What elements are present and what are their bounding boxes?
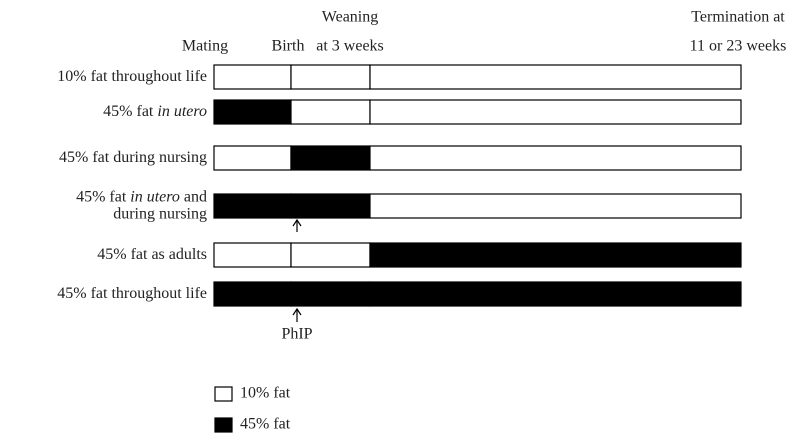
arrows — [292, 218, 302, 322]
header-label: Mating — [182, 38, 228, 55]
period-segment — [290, 145, 371, 171]
arrow-head — [292, 218, 302, 227]
period-segment — [290, 281, 371, 307]
period-segment — [290, 242, 371, 268]
period-segment — [213, 64, 292, 90]
period-segment — [369, 193, 742, 219]
label-part: 45% fat — [103, 103, 157, 120]
row-label: 10% fat throughout life — [57, 68, 207, 85]
label-part: and — [180, 188, 207, 205]
period-segment — [213, 193, 292, 219]
header-label: Termination at — [691, 9, 785, 26]
label-part: 45% fat as adults — [97, 246, 207, 263]
label-part: in utero — [130, 188, 180, 205]
period-segment — [290, 99, 371, 125]
period-segment — [369, 242, 742, 268]
period-segment — [369, 99, 742, 125]
label-part: 45% fat throughout life — [57, 285, 207, 302]
label-part: in utero — [157, 103, 207, 120]
period-segment — [213, 242, 292, 268]
header-label: Birth — [272, 38, 305, 55]
period-segment — [213, 281, 292, 307]
row-label: 45% fat during nursing — [59, 149, 207, 166]
legend-swatch — [214, 386, 233, 402]
header-label: Weaning — [322, 9, 378, 26]
label-part: 45% fat during nursing — [59, 149, 207, 166]
label-part: during nursing — [113, 205, 207, 222]
period-segment — [369, 145, 742, 171]
row-label: 45% fat throughout life — [57, 285, 207, 302]
legend-label: 45% fat — [240, 416, 291, 433]
legend-label: 10% fat — [240, 385, 291, 402]
period-segment — [369, 281, 742, 307]
period-segment — [290, 64, 371, 90]
period-segment — [369, 64, 742, 90]
row-label: 45% fat in utero — [103, 103, 207, 120]
row-label: 45% fat in utero and — [76, 188, 207, 205]
period-segment — [213, 99, 292, 125]
row-label: during nursing — [113, 205, 207, 222]
header-label: 11 or 23 weeks — [690, 38, 787, 55]
header-label: at 3 weeks — [316, 38, 384, 55]
period-segment — [213, 145, 292, 171]
label-part: 10% fat throughout life — [57, 68, 207, 85]
period-segment — [290, 193, 371, 219]
row-label: 45% fat as adults — [97, 246, 207, 263]
legend-swatch — [214, 417, 233, 433]
arrow-head — [292, 307, 302, 316]
annotation: PhIP — [281, 326, 312, 343]
label-part: 45% fat — [76, 188, 130, 205]
